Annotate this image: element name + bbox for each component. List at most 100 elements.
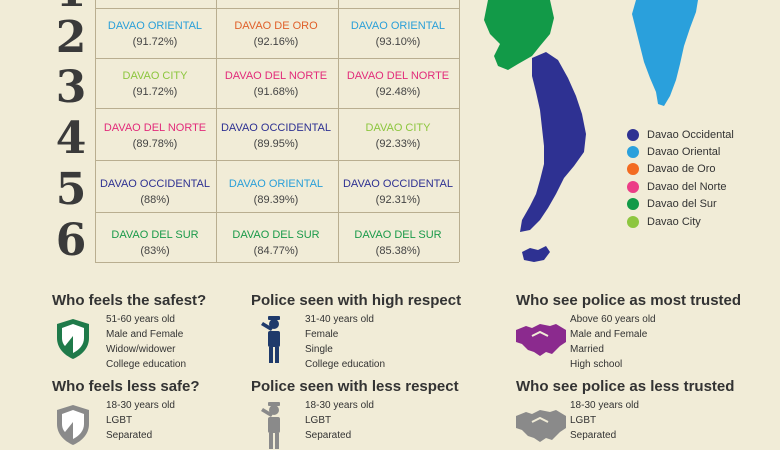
province-name: DAVAO DEL SUR [354, 229, 442, 241]
table-divider [95, 160, 459, 161]
detail-line: Separated [570, 430, 617, 441]
rank-number: 2 [55, 12, 87, 63]
panel-title: Who see police as less trusted [516, 378, 735, 395]
table-cell: DAVAO DE ORO (92.16%) [217, 18, 335, 50]
table-cell: DAVAO DEL NORTE (89.78%) [96, 120, 214, 152]
province-name: DAVAO OCCIDENTAL [99, 178, 211, 190]
table-divider [338, 0, 339, 262]
panel-details: Above 60 years old Male and Female Marri… [570, 312, 656, 372]
table-divider [95, 212, 459, 213]
percentage: (93.10%) [375, 36, 421, 48]
detail-line: LGBT [305, 415, 332, 426]
panel-title: Police seen with high respect [251, 292, 462, 309]
panel-details: 51-60 years old Male and Female Widow/wi… [106, 312, 186, 372]
province-name: DAVAO OCCIDENTAL [220, 122, 332, 134]
legend-swatch [627, 163, 639, 176]
panel-title: Police seen with less respect [251, 378, 459, 395]
panel-title: Who see police as most trusted [516, 292, 742, 309]
legend-label: Davao City [647, 215, 701, 228]
percentage: (92.16%) [253, 36, 299, 48]
province-name: DAVAO ORIENTAL [107, 20, 203, 32]
detail-line: 18-30 years old [305, 400, 374, 411]
detail-line: 18-30 years old [570, 400, 639, 411]
panel-less-respect: Police seen with less respect 18-30 year… [251, 378, 491, 449]
map-region-davao-oriental [632, 0, 698, 106]
percentage: (92.48%) [375, 86, 421, 98]
legend-swatch [627, 215, 639, 228]
table-divider [95, 262, 459, 263]
detail-line: Married [570, 344, 604, 355]
legend-label: Davao Oriental [647, 146, 721, 159]
detail-line: Male and Female [570, 329, 648, 340]
legend-item: Davao City [627, 213, 734, 230]
table-cell: DAVAO CITY (92.33%) [339, 120, 457, 152]
panel-details: 18-30 years old LGBT Separated [305, 398, 374, 443]
legend-label: Davao Occidental [647, 128, 734, 141]
detail-line: Male and Female [106, 329, 184, 340]
table-divider [95, 58, 459, 59]
panel-less-trusted: Who see police as less trusted 18-30 yea… [516, 378, 776, 442]
table-cell: DAVAO OCCIDENTAL (88%) [96, 176, 214, 208]
panel-high-respect: Police seen with high respect 31-40 year… [251, 292, 491, 376]
province-name: DAVAO ORIENTAL [350, 20, 446, 32]
legend-swatch [627, 146, 639, 159]
detail-line: Widow/widower [106, 344, 176, 355]
detail-line: College education [305, 359, 386, 370]
panel-title: Who feels the safest? [52, 292, 207, 309]
table-cell: DAVAO OCCIDENTAL (89.95%) [217, 120, 335, 152]
province-name: DAVAO DE ORO [234, 20, 318, 32]
legend-item: Davao Occidental [627, 126, 734, 143]
percentage: (91.72%) [132, 86, 178, 98]
percentage: (89.78%) [132, 138, 178, 150]
ranking-table: 1 2 DAVAO ORIENTAL (91.72%) DAVAO DE ORO… [0, 0, 460, 270]
table-divider [216, 0, 217, 262]
rank-number: 3 [55, 62, 87, 113]
panel-details: 18-30 years old LGBT Separated [106, 398, 175, 443]
table-divider [95, 8, 459, 9]
legend-item: Davao Oriental [627, 143, 734, 160]
province-name: DAVAO ORIENTAL [228, 178, 324, 190]
map-region-davao-occidental [520, 52, 586, 232]
detail-line: Separated [305, 430, 352, 441]
legend-label: Davao del Sur [647, 198, 717, 211]
percentage: (92.31%) [375, 194, 421, 206]
rank-number: 6 [55, 215, 87, 266]
table-cell: DAVAO DEL SUR (83%) [96, 227, 214, 259]
legend-swatch [627, 128, 639, 141]
percentage: (89.95%) [253, 138, 299, 150]
province-name: DAVAO OCCIDENTAL [342, 178, 454, 190]
percentage: (91.68%) [253, 86, 299, 98]
panel-feels-safest: Who feels the safest? 51-60 years old Ma… [52, 292, 242, 376]
legend-item: Davao del Sur [627, 196, 734, 213]
map-island [522, 246, 550, 262]
handshake-icon [516, 410, 566, 442]
davao-region-map [484, 0, 698, 262]
percentage: (91.72%) [132, 36, 178, 48]
province-name: DAVAO DEL NORTE [103, 122, 207, 134]
detail-line: LGBT [570, 415, 597, 426]
detail-line: Above 60 years old [570, 314, 656, 325]
province-name: DAVAO CITY [122, 70, 188, 82]
legend-swatch [627, 198, 639, 211]
detail-line: Female [305, 329, 339, 340]
province-name: DAVAO DEL NORTE [224, 70, 328, 82]
legend-item: Davao del Norte [627, 178, 734, 195]
percentage: (85.38%) [375, 245, 421, 257]
shield-icon [57, 405, 89, 445]
percentage: (92.33%) [375, 138, 421, 150]
table-cell: DAVAO ORIENTAL (91.72%) [96, 18, 214, 50]
detail-line: College education [106, 359, 187, 370]
table-divider [95, 108, 459, 109]
legend-label: Davao de Oro [647, 163, 716, 176]
table-divider [95, 0, 96, 262]
table-cell: DAVAO ORIENTAL (93.10%) [339, 18, 457, 50]
table-cell: DAVAO DEL NORTE (91.68%) [217, 68, 335, 100]
rank-number-partial: 1 [48, 0, 94, 14]
table-cell: DAVAO DEL NORTE (92.48%) [339, 68, 457, 100]
province-name: DAVAO CITY [365, 122, 431, 134]
table-cell: DAVAO DEL SUR (85.38%) [339, 227, 457, 259]
detail-line: Separated [106, 430, 153, 441]
saluting-officer-icon [261, 402, 280, 449]
detail-line: 51-60 years old [106, 314, 175, 325]
panel-title: Who feels less safe? [52, 378, 200, 395]
